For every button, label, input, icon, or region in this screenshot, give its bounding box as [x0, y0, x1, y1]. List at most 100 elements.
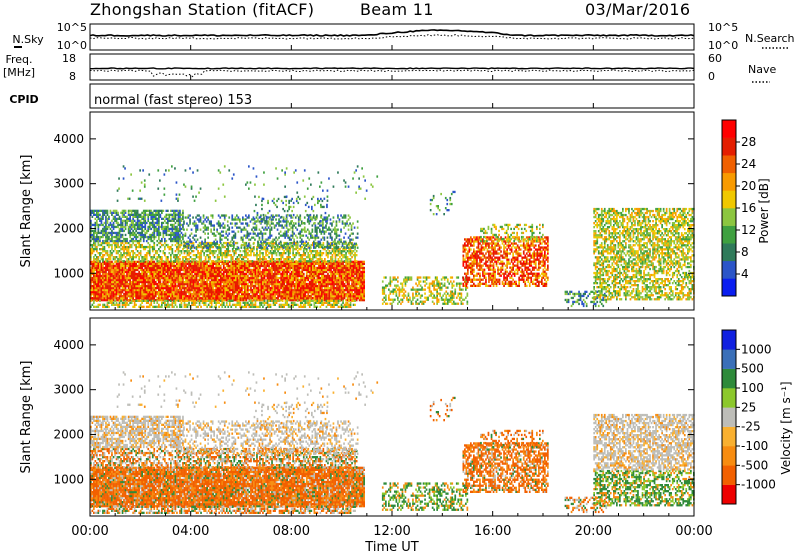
power-cell [233, 275, 235, 277]
power-cell [247, 275, 249, 277]
power-cell [218, 299, 220, 301]
power-cell [264, 267, 266, 269]
power-cell [205, 297, 207, 299]
power-cell [206, 289, 208, 291]
power-cell [258, 289, 260, 291]
power-cell [206, 267, 208, 269]
power-cell [96, 297, 98, 299]
power-cell [203, 263, 205, 265]
power-cell [93, 275, 95, 277]
power-cell [206, 285, 208, 287]
power-cell [150, 287, 152, 289]
power-cell [224, 281, 226, 283]
power-cell [233, 269, 235, 271]
power-cell [119, 291, 121, 293]
power-cell [208, 273, 210, 275]
power-cell [230, 277, 232, 279]
power-cell [95, 263, 97, 265]
power-cell [126, 273, 128, 275]
power-cell [227, 267, 229, 269]
power-cell [277, 277, 279, 279]
power-cell [182, 293, 184, 295]
power-cell [123, 283, 125, 285]
power-cell [152, 271, 154, 273]
power-cell [164, 261, 166, 263]
power-cell [270, 275, 272, 277]
power-cell [126, 283, 128, 285]
power-cell [250, 285, 252, 287]
power-cell [265, 297, 267, 299]
power-cell [230, 281, 232, 283]
power-cell [134, 293, 136, 295]
power-cell [184, 287, 186, 289]
power-cell [270, 289, 272, 291]
power-cell [273, 297, 275, 299]
power-cell [101, 281, 103, 283]
power-cell [138, 283, 140, 285]
power-cell [205, 295, 207, 297]
power-cell [238, 269, 240, 271]
power-cell [111, 263, 113, 265]
power-cell [211, 293, 213, 295]
power-cell [153, 291, 155, 293]
power-cell [232, 287, 234, 289]
power-cell [173, 263, 175, 265]
power-cell [185, 263, 187, 265]
power-cell [203, 279, 205, 281]
power-cell [276, 263, 278, 265]
power-cell [93, 285, 95, 287]
power-cell [101, 289, 103, 291]
power-cell [156, 265, 158, 267]
power-cell [237, 269, 239, 271]
power-cell [125, 277, 127, 279]
power-cell [229, 261, 231, 263]
power-cell [114, 287, 116, 289]
power-cell [243, 299, 245, 301]
power-cell [232, 285, 234, 287]
power-cell [184, 291, 186, 293]
power-cell [283, 265, 285, 267]
power-cell [181, 275, 183, 277]
power-cell [240, 281, 242, 283]
power-cell [107, 267, 109, 269]
power-cell [271, 267, 273, 269]
power-cell [170, 273, 172, 275]
power-cell [164, 271, 166, 273]
power-cell [197, 291, 199, 293]
power-cell [237, 275, 239, 277]
power-cell [276, 269, 278, 271]
power-cell [227, 287, 229, 289]
power-cell [163, 279, 165, 281]
power-cell [126, 297, 128, 299]
power-cell [276, 291, 278, 293]
power-cell [237, 279, 239, 281]
power-cell [188, 289, 190, 291]
power-cell [110, 271, 112, 273]
power-cell [185, 271, 187, 273]
power-cell [179, 273, 181, 275]
power-cell [93, 279, 95, 281]
power-cell [178, 263, 180, 265]
power-cell [277, 279, 279, 281]
power-cell [134, 279, 136, 281]
power-cell [244, 281, 246, 283]
power-cell [190, 289, 192, 291]
power-cell [277, 271, 279, 273]
power-cell [129, 287, 131, 289]
power-cell [243, 283, 245, 285]
power-cell [265, 287, 267, 289]
power-cell [164, 281, 166, 283]
power-cell [279, 281, 281, 283]
power-cell [206, 261, 208, 263]
power-cell [126, 263, 128, 265]
power-cell [182, 277, 184, 279]
power-cell [250, 269, 252, 271]
power-cell [156, 267, 158, 269]
power-cell [253, 265, 255, 267]
power-cell [241, 281, 243, 283]
power-cell [101, 265, 103, 267]
power-cell [149, 285, 151, 287]
power-cell [274, 267, 276, 269]
power-cell [143, 283, 145, 285]
power-cell [199, 263, 201, 265]
